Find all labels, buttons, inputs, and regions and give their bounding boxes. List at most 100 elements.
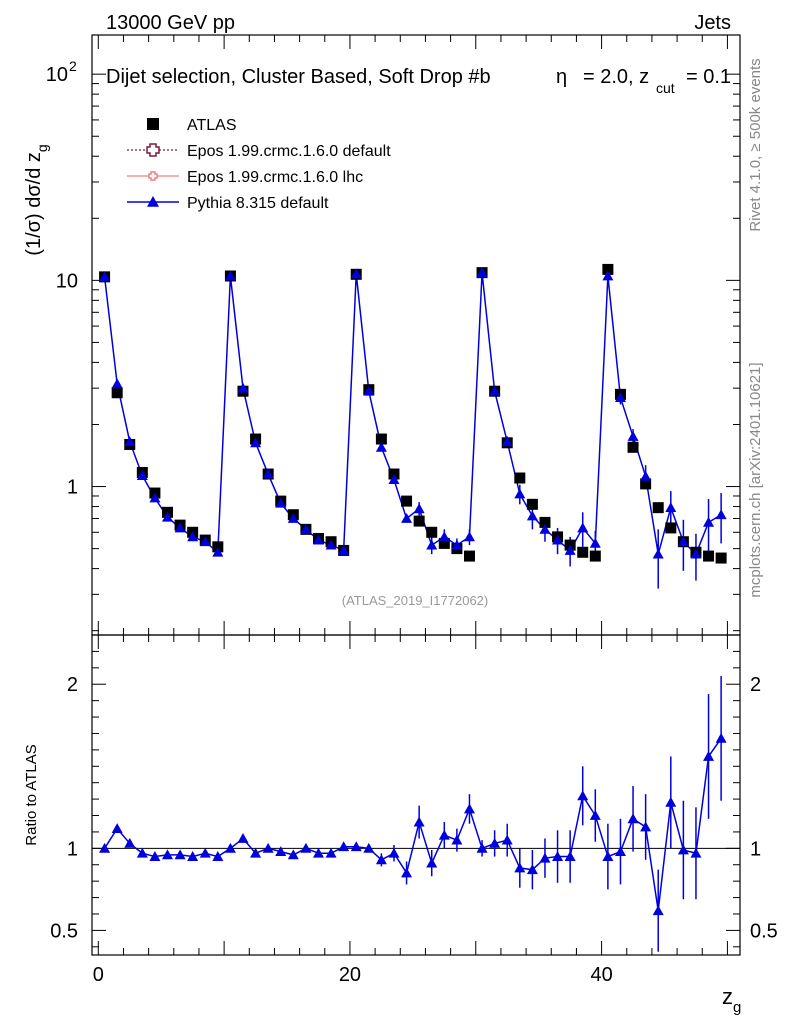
atlas-point — [715, 552, 727, 564]
atlas-point — [463, 550, 475, 562]
y-axis-label: (1/σ) dσ/d zg — [23, 144, 50, 255]
plot-title-sub: cut — [656, 80, 675, 96]
x-tick-label: 40 — [590, 964, 612, 986]
pythia-point — [438, 531, 450, 542]
y-axis-label-sub: g — [34, 144, 50, 152]
legend-label: ATLAS — [187, 117, 237, 134]
x-axis-label: zg — [722, 984, 741, 1016]
ratio-point — [589, 810, 601, 820]
pythia-point — [275, 497, 287, 508]
atlas-point — [526, 498, 538, 510]
legend-marker-triangle — [147, 196, 159, 207]
ratio-y-tick-label: 0.5 — [50, 920, 78, 942]
ratio-point — [690, 847, 702, 858]
ratio-point — [375, 854, 387, 865]
atlas-point — [703, 550, 715, 562]
pythia-point — [463, 531, 475, 542]
pythia-point — [514, 488, 526, 499]
atlas-point — [589, 550, 601, 562]
ratio-point — [199, 847, 211, 858]
ratio-point — [489, 837, 501, 848]
pythia-point — [526, 510, 538, 521]
ratio-point — [174, 849, 186, 860]
pythia-point — [363, 385, 375, 396]
ratio-y-tick-label-right: 1 — [750, 838, 761, 860]
ratio-point — [300, 842, 312, 853]
ratio-point — [677, 844, 689, 855]
legend-marker-cross — [146, 143, 160, 157]
ratio-frame — [91, 634, 741, 956]
ratio-point — [564, 851, 576, 861]
ratio-point — [136, 847, 148, 858]
pythia-point — [677, 536, 689, 547]
atlas-point — [388, 468, 400, 480]
ratio-y-tick-label-right: 2 — [750, 674, 761, 696]
plot-title-overlap: η — [556, 66, 567, 88]
atlas-point — [539, 516, 551, 528]
ratio-point — [224, 842, 236, 853]
pythia-point — [401, 512, 413, 523]
x-axis-label-sub: g — [733, 999, 741, 1016]
pythia-point — [338, 544, 350, 555]
ratio-point — [539, 852, 551, 863]
y-tick-label: 1 — [67, 477, 78, 499]
ratio-point — [237, 832, 249, 843]
pythia-point — [262, 468, 274, 479]
y-tick-label: 10 — [56, 270, 78, 292]
ratio-point — [640, 821, 652, 832]
pythia-point — [690, 548, 702, 559]
pythia-point — [552, 534, 564, 545]
ratio-y-tick-label-right: 0.5 — [750, 920, 778, 942]
atlas-point — [413, 515, 425, 527]
legend-marker-cross — [148, 171, 158, 181]
pythia-point — [652, 548, 664, 559]
main-plot-series — [99, 263, 727, 589]
pythia-point — [539, 523, 551, 534]
ratio-point — [602, 851, 614, 861]
ratio-axis-label: Ratio to ATLAS — [23, 744, 40, 845]
header-right: Jets — [694, 12, 731, 34]
pythia-point — [589, 537, 601, 548]
pythia-point — [388, 474, 400, 485]
ratio-point — [312, 847, 324, 858]
ratio-point — [262, 842, 274, 853]
legend-label: Epos 1.99.crmc.1.6.0 lhc — [187, 169, 363, 186]
ratio-point — [99, 842, 111, 853]
pythia-point — [136, 470, 148, 481]
ratio-point — [514, 862, 526, 873]
ratio-point — [426, 857, 438, 868]
pythia-point — [426, 539, 438, 550]
ratio-point — [614, 846, 626, 857]
pythia-point — [99, 271, 111, 282]
atlas-point — [111, 387, 123, 399]
pythia-point — [312, 534, 324, 545]
ratio-point — [451, 834, 463, 845]
ratio-point — [526, 864, 538, 875]
pythia-point — [287, 512, 299, 523]
legend-label: Epos 1.99.crmc.1.6.0 default — [187, 143, 391, 160]
ratio-point — [577, 790, 589, 801]
ratio-point — [149, 851, 161, 861]
legend: ATLAS Epos 1.99.crmc.1.6.0 default Epos 1.… — [127, 117, 391, 212]
pythia-point — [350, 268, 362, 279]
title-suffix-text: = 2.0, z — [583, 66, 649, 88]
pythia-point — [715, 509, 727, 520]
atlas-point — [665, 522, 677, 534]
rivet-label: Rivet 4.1.0, ≥ 500k events — [747, 58, 764, 231]
analysis-watermark: (ATLAS_2019_I1772062) — [342, 593, 488, 608]
pythia-point — [199, 536, 211, 547]
ratio-point — [111, 823, 123, 834]
pythia-point — [161, 511, 173, 522]
ratio-point — [501, 834, 513, 845]
ratio-point — [161, 849, 173, 860]
pythia-point — [212, 546, 224, 557]
plot-title-tail: = 0.1 — [686, 66, 731, 88]
pythia-point — [489, 385, 501, 396]
atlas-point — [438, 537, 450, 549]
ratio-point — [287, 849, 299, 860]
ratio-point — [652, 905, 664, 916]
ratio-point — [212, 851, 224, 861]
ratio-point — [413, 816, 425, 827]
atlas-point — [375, 433, 387, 445]
pythia-point — [627, 430, 639, 441]
